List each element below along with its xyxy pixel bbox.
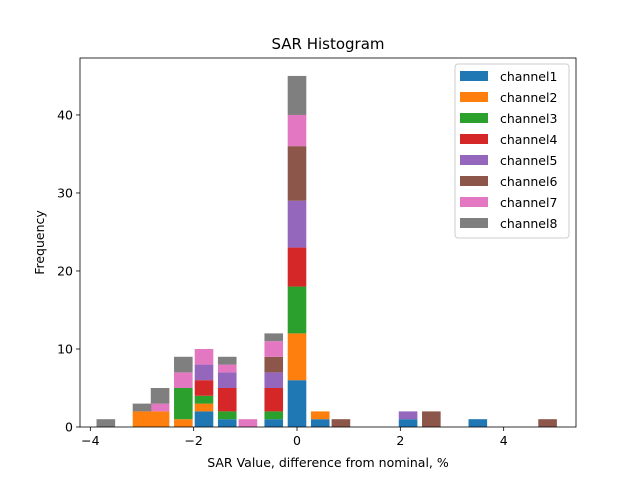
- bar-channel3-bin-4: [174, 387, 193, 420]
- bar-channel4-bin-8: [264, 387, 284, 412]
- x-tick-label: 2: [396, 433, 404, 448]
- bar-channel3-bin-6: [217, 411, 237, 420]
- bar-channel5-bin-12: [398, 411, 418, 420]
- legend-swatch-channel1: [460, 71, 488, 81]
- bar-channel7-bin-7: [238, 419, 258, 427]
- x-axis-label: SAR Value, difference from nominal, %: [207, 455, 449, 470]
- bar-channel5-bin-6: [217, 372, 237, 388]
- legend-label-channel4: channel4: [500, 132, 557, 147]
- legend-frame: [454, 63, 570, 239]
- x-tick-label: 4: [500, 433, 508, 448]
- bar-channel8-bin-2: [132, 403, 152, 412]
- bar-channel1-bin-6: [217, 419, 237, 427]
- bar-channel2-bin-2: [132, 411, 152, 427]
- bar-channel1-bin-5: [194, 411, 214, 427]
- legend-swatch-channel5: [460, 155, 488, 165]
- legend-label-channel3: channel3: [500, 111, 557, 126]
- legend: channel1 channel2 channel3 channel4 channel5…: [454, 63, 570, 239]
- bar-channel3-bin-9: [287, 286, 307, 334]
- x-tick-label: −2: [184, 433, 202, 448]
- y-tick-label: 10: [57, 341, 73, 356]
- bar-channel1-bin-12: [398, 419, 418, 427]
- x-axis-ticks: −4 −2 0 2 4: [81, 427, 508, 448]
- legend-swatch-channel8: [460, 218, 488, 228]
- legend-swatch-channel4: [460, 134, 488, 144]
- bar-channel1-bin-9: [287, 380, 307, 427]
- legend-label-channel7: channel7: [500, 195, 557, 210]
- bar-channel7-bin-4: [174, 372, 193, 388]
- bar-channel4-bin-6: [217, 387, 237, 412]
- bar-channel5-bin-5: [194, 364, 214, 381]
- bar-channel5-bin-8: [264, 372, 284, 388]
- bar-channel8-bin-6: [217, 356, 237, 365]
- bar-channel8-bin-8: [264, 333, 284, 342]
- y-axis-label: Frequency: [32, 210, 47, 275]
- bar-channel6-bin-9: [287, 146, 307, 201]
- bar-channel7-bin-6: [217, 364, 237, 373]
- y-axis-ticks: 0 10 20 30 40: [57, 107, 80, 435]
- y-tick-label: 30: [57, 185, 73, 200]
- bar-channel6-bin-13: [422, 411, 441, 427]
- legend-label-channel1: channel1: [500, 69, 557, 84]
- legend-label-channel2: channel2: [500, 90, 557, 105]
- legend-swatch-channel2: [460, 92, 488, 102]
- bars-group: [96, 75, 557, 427]
- y-tick-label: 0: [65, 420, 73, 435]
- bar-channel2-bin-10: [310, 411, 330, 420]
- bar-channel6-bin-8: [264, 356, 284, 373]
- bar-channel4-bin-9: [287, 247, 307, 287]
- bar-channel8-bin-3: [150, 387, 170, 404]
- bar-channel3-bin-8: [264, 411, 284, 420]
- bar-channel7-bin-9: [287, 114, 307, 147]
- legend-swatch-channel6: [460, 176, 488, 186]
- legend-swatch-channel3: [460, 113, 488, 123]
- bar-channel4-bin-5: [194, 380, 214, 396]
- bar-channel8-bin-9: [287, 75, 307, 115]
- y-tick-label: 40: [57, 107, 73, 122]
- bar-channel7-bin-8: [264, 341, 284, 357]
- x-tick-label: −4: [81, 433, 99, 448]
- y-tick-label: 20: [57, 263, 73, 278]
- legend-label-channel6: channel6: [500, 174, 557, 189]
- bar-channel2-bin-5: [194, 403, 214, 412]
- bar-channel8-bin-0: [96, 419, 116, 427]
- bar-channel7-bin-3: [150, 403, 170, 412]
- bar-channel2-bin-9: [287, 333, 307, 381]
- plot-frame: [79, 57, 577, 428]
- chart-title: SAR Histogram: [271, 35, 384, 53]
- bar-channel7-bin-5: [194, 348, 214, 365]
- legend-label-channel5: channel5: [500, 153, 557, 168]
- legend-label-channel8: channel8: [500, 216, 557, 231]
- x-tick-label: 0: [293, 433, 301, 448]
- bar-channel6-bin-15: [538, 419, 557, 427]
- bar-channel8-bin-4: [174, 356, 193, 373]
- bar-channel5-bin-9: [287, 200, 307, 248]
- bar-channel3-bin-5: [194, 395, 214, 404]
- legend-swatch-channel7: [460, 197, 488, 207]
- bar-channel1-bin-8: [264, 419, 284, 427]
- bar-channel6-bin-11: [331, 419, 351, 427]
- bar-channel1-bin-10: [310, 419, 330, 427]
- bar-channel2-bin-4: [174, 419, 193, 427]
- bar-channel1-bin-14: [468, 419, 488, 427]
- bar-channel2-bin-3: [150, 411, 170, 427]
